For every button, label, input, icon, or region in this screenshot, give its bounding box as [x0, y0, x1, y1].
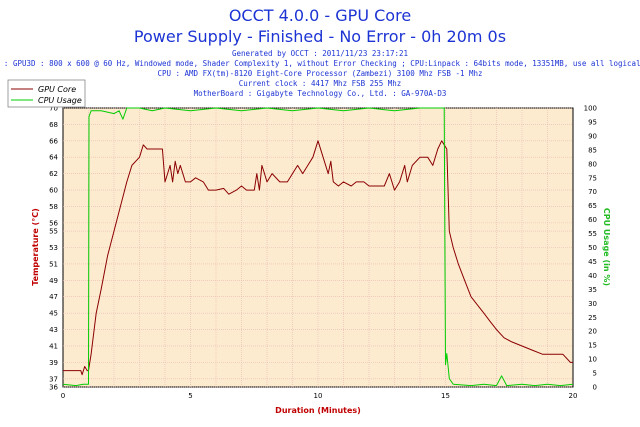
y-left-tick-label: 43 — [49, 326, 58, 334]
y-left-tick-label: 37 — [49, 375, 58, 383]
x-tick-label: 0 — [61, 392, 65, 400]
y-left-axis-label: Temperature (°C) — [31, 208, 40, 286]
y-left-tick-label: 64 — [49, 154, 58, 162]
x-tick-label: 10 — [314, 392, 323, 400]
y-right-tick-label: 35 — [588, 286, 597, 294]
y-left-tick-label: 68 — [49, 121, 58, 129]
y-left-tick-label: 49 — [49, 277, 58, 285]
y-right-tick-label: 0 — [593, 384, 597, 392]
chart-title: OCCT 4.0.0 - GPU Core — [229, 6, 411, 25]
y-right-tick-label: 20 — [588, 328, 597, 336]
series-line-cpu-usage — [62, 107, 574, 387]
info-line-generated: Generated by OCCT : 2011/11/23 23:17:21 — [232, 49, 408, 58]
y-right-tick-label: 25 — [588, 314, 597, 322]
y-right-tick-label: 45 — [588, 258, 597, 266]
x-tick-label: 20 — [569, 392, 578, 400]
chart-subtitle: Power Supply - Finished - No Error - 0h … — [134, 27, 506, 46]
y-right-axis-label: CPU Usage (in %) — [602, 208, 611, 286]
y-left-tick-label: 36 — [49, 384, 58, 392]
y-right-tick-label: 85 — [588, 146, 597, 154]
y-left-tick-label: 62 — [49, 170, 58, 178]
y-left-tick-label: 41 — [49, 342, 58, 350]
axis-ticks: 0 5 10 15 2036373941434547495153555658606264… — [49, 105, 597, 401]
y-right-tick-label: 65 — [588, 202, 597, 210]
y-right-tick-label: 70 — [588, 188, 597, 196]
info-line-clock: Current clock : 4417 Mhz FSB 255 Mhz — [239, 79, 402, 88]
y-right-tick-label: 50 — [588, 244, 597, 252]
y-left-tick-label: 45 — [49, 310, 58, 318]
y-right-tick-label: 30 — [588, 300, 597, 308]
y-left-tick-label: 51 — [49, 260, 58, 268]
x-axis-label: Duration (Minutes) — [275, 406, 361, 415]
y-right-tick-label: 55 — [588, 230, 597, 238]
y-right-tick-label: 90 — [588, 132, 597, 140]
info-line-cpu: CPU : AMD FX(tm)-8120 Eight-Core Process… — [157, 69, 482, 78]
grid-lines — [63, 107, 573, 388]
y-right-tick-label: 100 — [584, 105, 597, 113]
series-layer — [62, 107, 574, 387]
info-line-config: Config : GPU3D : 800 x 600 @ 60 Hz, Wind… — [0, 59, 640, 68]
y-right-tick-label: 80 — [588, 160, 597, 168]
y-left-tick-label: 60 — [49, 187, 58, 195]
y-left-tick-label: 55 — [49, 228, 58, 236]
legend: GPU Core CPU Usage — [7, 79, 86, 108]
series-line-gpu-core — [63, 140, 573, 376]
y-right-tick-label: 95 — [588, 118, 597, 126]
y-left-tick-label: 53 — [49, 244, 58, 252]
y-left-tick-label: 66 — [49, 137, 58, 145]
y-right-tick-label: 75 — [588, 174, 597, 182]
y-right-tick-label: 10 — [588, 356, 597, 364]
info-line-motherboard: MotherBoard : Gigabyte Technology Co., L… — [194, 89, 447, 98]
y-left-tick-label: 39 — [49, 359, 58, 367]
y-left-tick-label: 47 — [49, 293, 58, 301]
x-tick-label: 15 — [441, 392, 450, 400]
legend-label-gpu-core: GPU Core — [38, 85, 76, 94]
y-right-tick-label: 15 — [588, 342, 597, 350]
y-left-tick-label: 70 — [49, 105, 58, 113]
legend-box — [7, 79, 86, 108]
legend-label-cpu-usage: CPU Usage — [38, 96, 82, 105]
y-left-tick-label: 58 — [49, 203, 58, 211]
x-tick-label: 5 — [188, 392, 192, 400]
y-right-tick-label: 5 — [593, 370, 597, 378]
y-right-tick-label: 40 — [588, 272, 597, 280]
y-right-tick-label: 60 — [588, 216, 597, 224]
y-left-tick-label: 56 — [49, 219, 58, 227]
